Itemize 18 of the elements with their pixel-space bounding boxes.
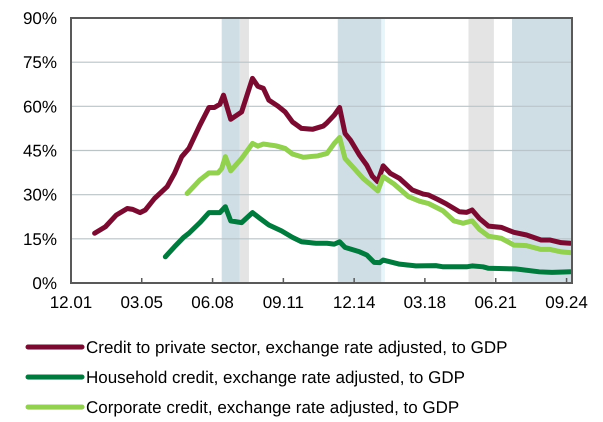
y-tick-label: 0% <box>32 274 57 293</box>
x-tick-label: 12.14 <box>332 293 376 312</box>
legend-label: Credit to private sector, exchange rate adjusted, to GDP <box>86 338 508 357</box>
x-tick-label: 03.05 <box>120 293 163 312</box>
y-tick-label: 60% <box>22 97 57 116</box>
y-tick-label: 15% <box>22 230 57 249</box>
x-tick-label: 03.18 <box>404 293 446 312</box>
x-tick-label: 09.11 <box>262 293 304 312</box>
y-tick-label: 75% <box>22 53 57 72</box>
x-tick-label: 06.21 <box>474 293 517 312</box>
y-tick-label: 30% <box>22 186 57 205</box>
y-tick-label: 90% <box>22 9 57 28</box>
x-tick-label: 12.01 <box>50 293 92 312</box>
legend-label: Household credit, exchange rate adjusted, to GDP <box>86 368 465 387</box>
x-tick-label: 06.08 <box>191 293 234 312</box>
x-tick-label: 09.24 <box>545 293 588 312</box>
legend-label: Corporate credit, exchange rate adjusted, to GDP <box>86 398 460 417</box>
y-tick-label: 45% <box>22 142 57 160</box>
